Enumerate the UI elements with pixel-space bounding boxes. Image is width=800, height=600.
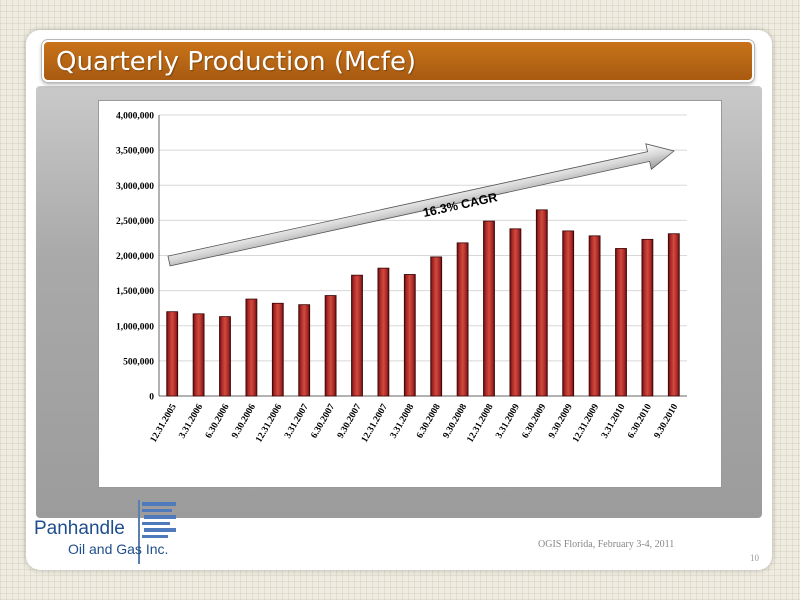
bar [271,302,284,397]
bar [245,298,258,397]
x-tick-label: 3.31.2008 [389,402,417,440]
x-tick-label: 9.30.2007 [336,402,364,440]
x-tick-label: 12.31.2006 [254,402,284,444]
bar [483,220,495,397]
footer-text: OGIS Florida, February 3-4, 2011 [538,539,675,550]
page-number: 10 [750,553,759,563]
x-tick-label: 9.30.2009 [547,402,575,440]
bar [403,274,416,397]
cagr-arrow-shape [167,143,675,267]
y-tick-label: 4,000,000 [116,112,154,122]
bar [641,238,654,397]
x-tick-label: 9.30.2006 [230,402,258,440]
bar [298,304,311,397]
y-tick-label: 3,500,000 [116,147,154,157]
x-tick-label: 6.30.2009 [521,402,549,440]
x-tick-label: 12.31.2007 [360,402,390,444]
bar [615,248,627,397]
x-tick-label: 9.30.2008 [442,402,470,440]
bar [324,295,337,397]
y-tick-label: 500,000 [123,357,154,367]
logo-waves-icon [138,500,176,564]
x-tick-label: 6.30.2006 [204,402,232,440]
title-bar: Quarterly Production (Mcfe) [42,40,754,82]
bar [430,256,443,397]
y-tick-label: 3,000,000 [116,182,154,192]
x-tick-label: 9.30.2010 [653,402,681,440]
y-tick-label: 1,500,000 [116,287,154,297]
bar [192,313,205,397]
cagr-arrow [167,143,675,267]
bar [535,209,548,397]
production-bar-chart: 0 500,000 1,000,000 1,500,000 2,000,000 2,500… [116,112,687,445]
x-tick-label: 3.31.2006 [178,402,206,440]
company-logo: Panhandle Oil and Gas Inc. [34,498,194,564]
bar [456,242,469,397]
x-tick-label: 12.31.2005 [149,402,179,444]
chart-area: 0 500,000 1,000,000 1,500,000 2,000,000 2,500… [98,100,722,488]
x-tick-label: 3.31.2010 [600,402,628,440]
x-tick-label: 6.30.2008 [415,402,443,440]
x-tick-label: 6.30.2007 [310,402,338,440]
x-tick-label: 6.30.2010 [626,402,654,440]
page-title: Quarterly Production (Mcfe) [56,47,417,77]
x-tick-label: 12.31.2009 [571,402,601,444]
bar [588,235,601,397]
bar [351,274,363,397]
bar [509,228,522,397]
y-tick-label: 2,500,000 [116,217,154,227]
bar [377,267,390,397]
logo-subtitle: Oil and Gas Inc. [68,541,169,557]
bar [562,230,575,397]
bar [219,316,231,397]
x-tick-label: 12.31.2008 [466,402,496,444]
bar [667,233,680,397]
x-tick-label: 3.31.2009 [494,402,522,440]
y-tick-label: 2,000,000 [116,252,154,262]
bar [166,311,179,397]
y-tick-label: 0 [149,393,154,403]
y-tick-label: 1,000,000 [116,322,154,332]
x-tick-label: 3.31.2007 [283,402,311,440]
logo-name: Panhandle [34,518,125,539]
